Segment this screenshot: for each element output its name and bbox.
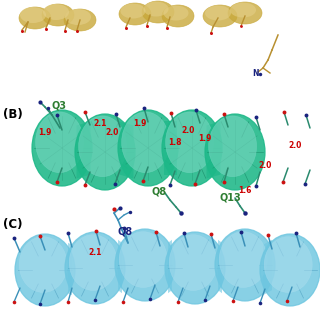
Ellipse shape (69, 235, 117, 291)
Text: 1.9: 1.9 (38, 128, 52, 137)
Ellipse shape (166, 112, 214, 173)
Text: 2.0: 2.0 (288, 141, 302, 150)
Ellipse shape (15, 234, 75, 306)
Ellipse shape (115, 229, 175, 301)
Ellipse shape (162, 110, 222, 186)
Text: 1.8: 1.8 (168, 138, 182, 147)
Text: 2.1: 2.1 (93, 119, 107, 128)
Ellipse shape (32, 110, 92, 186)
Ellipse shape (143, 2, 169, 17)
Polygon shape (206, 121, 220, 179)
Ellipse shape (118, 110, 178, 186)
Text: 2.1: 2.1 (88, 248, 101, 257)
Ellipse shape (205, 5, 231, 20)
Ellipse shape (122, 112, 170, 173)
Ellipse shape (43, 4, 69, 20)
Polygon shape (263, 240, 272, 295)
Ellipse shape (19, 7, 51, 29)
Ellipse shape (205, 114, 265, 190)
Ellipse shape (79, 116, 127, 177)
Text: 2.0: 2.0 (181, 126, 195, 135)
Ellipse shape (264, 237, 312, 292)
Ellipse shape (65, 232, 125, 304)
Text: N: N (252, 69, 259, 78)
Ellipse shape (119, 3, 151, 25)
Ellipse shape (203, 5, 237, 27)
Ellipse shape (19, 237, 67, 292)
Text: (B): (B) (3, 108, 23, 121)
Ellipse shape (142, 1, 174, 23)
Ellipse shape (65, 9, 91, 25)
Ellipse shape (219, 232, 267, 287)
Text: 2.0: 2.0 (258, 161, 272, 170)
Ellipse shape (215, 229, 275, 301)
Ellipse shape (75, 114, 135, 190)
Text: Q8: Q8 (118, 226, 133, 236)
Text: Q13: Q13 (220, 192, 242, 202)
Ellipse shape (230, 3, 256, 18)
Ellipse shape (36, 112, 84, 173)
Polygon shape (168, 240, 172, 293)
Polygon shape (76, 121, 91, 179)
Polygon shape (68, 243, 72, 295)
Ellipse shape (119, 232, 167, 287)
Text: (C): (C) (3, 218, 22, 231)
Text: Q8: Q8 (152, 186, 167, 196)
Ellipse shape (121, 4, 146, 19)
Ellipse shape (260, 234, 320, 306)
Ellipse shape (165, 232, 225, 304)
Polygon shape (119, 121, 133, 179)
Ellipse shape (169, 235, 217, 291)
Ellipse shape (162, 5, 194, 27)
Polygon shape (164, 121, 177, 175)
Text: 1.9: 1.9 (133, 119, 147, 128)
Text: 1.6: 1.6 (238, 186, 252, 195)
Ellipse shape (164, 5, 188, 20)
Polygon shape (218, 240, 222, 293)
Ellipse shape (42, 4, 74, 26)
Text: Q3: Q3 (52, 100, 67, 110)
Text: 2.0: 2.0 (105, 128, 119, 137)
Ellipse shape (20, 7, 46, 23)
Ellipse shape (64, 9, 96, 31)
Ellipse shape (209, 116, 257, 177)
Ellipse shape (228, 2, 262, 24)
Polygon shape (118, 240, 122, 293)
Text: 1.9: 1.9 (198, 134, 212, 143)
